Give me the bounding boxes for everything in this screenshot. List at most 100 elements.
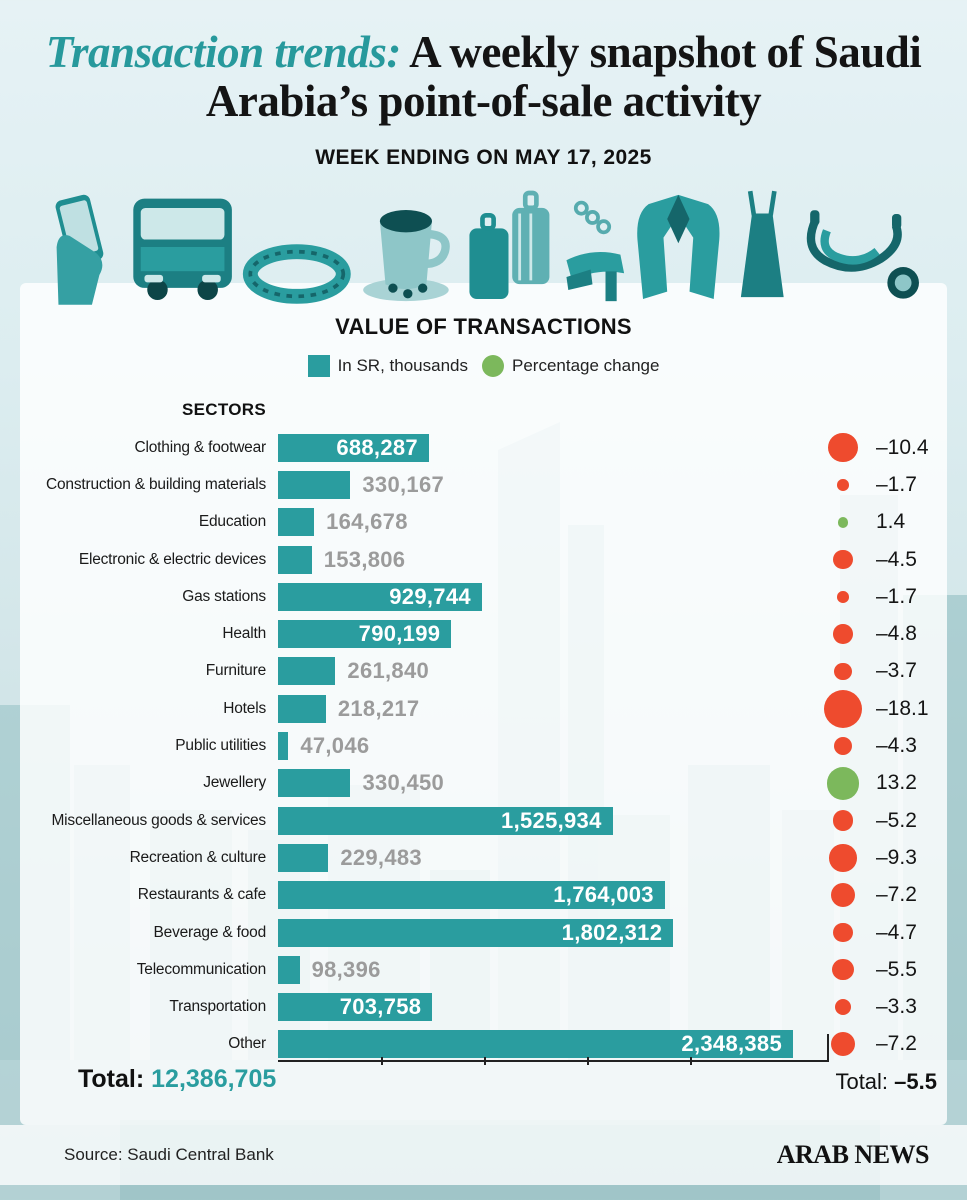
teal-square-icon (307, 355, 330, 377)
bar-track: 790,199 (278, 620, 947, 649)
pct-circle-box (820, 726, 866, 766)
value-label: 330,450 (362, 770, 445, 796)
pct-circle (837, 590, 849, 603)
chart-row: Public utilities 47,046 –4.3 (20, 727, 947, 764)
bar-track: 47,046 (278, 732, 947, 761)
bar-track: 229,483 (278, 843, 947, 872)
sector-label: Education (198, 513, 266, 531)
chart-row: Jewellery 330,450 13.2 (20, 765, 947, 802)
pct-circle (833, 624, 853, 644)
sector-label: Clothing & footwear (134, 438, 267, 456)
chart-panel: VALUE OF TRANSACTIONS In SR, thousands P… (20, 283, 947, 1125)
value-bar (278, 508, 315, 537)
bar-track: 1,802,312 (278, 918, 947, 947)
pct-circle (833, 922, 853, 943)
pct-circle (833, 549, 853, 570)
bar-track: 330,167 (278, 470, 947, 499)
pct-block: –5.5 (820, 950, 967, 990)
pct-circle (826, 766, 860, 800)
total-value-label: Total: (78, 1065, 145, 1093)
page-title-rest: A weekly snapshot of Saudi Arabia’s poin… (205, 27, 922, 126)
value-label: 164,678 (326, 509, 408, 535)
pct-label: –3.7 (876, 659, 917, 683)
pct-circle (837, 479, 849, 491)
chart-row: Restaurants & cafe 1,764,003 –7.2 (20, 877, 947, 914)
pct-circle (834, 998, 852, 1016)
arab-news-logo: ARAB NEWS (776, 1140, 930, 1169)
value-label: 688,287 (336, 434, 418, 460)
value-bar (278, 620, 452, 649)
pct-circle-box (820, 1024, 866, 1064)
pct-block: 13.2 (820, 763, 967, 803)
bar-track: 1,525,934 (278, 806, 947, 835)
value-label: 47,046 (300, 733, 370, 759)
sector-label: Furniture (205, 662, 266, 680)
value-bar (278, 881, 665, 910)
sector-label: Recreation & culture (129, 848, 267, 866)
chart-row: Construction & building materials 330,167… (20, 466, 947, 503)
pct-block: –4.5 (820, 540, 967, 580)
bar-track: 688,287 (278, 433, 947, 462)
bar-track: 153,806 (278, 545, 947, 574)
bar-track: 929,744 (278, 582, 947, 611)
chart-row: Gas stations 929,744 –1.7 (20, 578, 947, 615)
value-bar (278, 694, 326, 723)
chart-row: Clothing & footwear 688,287 –10.4 (20, 429, 947, 466)
axis-line (278, 1034, 829, 1065)
pct-circle (823, 689, 863, 728)
sector-label: Jewellery (203, 774, 266, 792)
bar-track: 261,840 (278, 657, 947, 686)
pct-circle-box (820, 689, 866, 729)
pct-circle (830, 883, 856, 908)
luggage-icon (469, 190, 550, 300)
pct-circle (832, 810, 854, 831)
pct-label: –18.1 (876, 696, 929, 720)
chart-row: Telecommunication 98,396 –5.5 (20, 951, 947, 988)
pct-circle-box (820, 651, 866, 691)
pct-label: –3.3 (876, 995, 917, 1019)
sector-label: Miscellaneous goods & services (51, 811, 266, 829)
pct-circle-box (820, 801, 866, 841)
chart-row: Transportation 703,758 –3.3 (20, 988, 947, 1025)
value-bar (278, 433, 429, 462)
legend-value-label: In SR, thousands (337, 356, 468, 375)
axis-tick (690, 1057, 692, 1065)
pct-block: 1.4 (820, 502, 967, 542)
pct-circle-box (820, 540, 866, 580)
chart-row: Beverage & food 1,802,312 –4.7 (20, 914, 947, 951)
sector-label: Beverage & food (153, 923, 267, 941)
pct-block: –4.7 (820, 913, 967, 953)
pct-circle-box (820, 763, 866, 803)
pct-block: –7.2 (820, 875, 967, 915)
pct-circle-box (820, 577, 866, 617)
chart-legend: In SR, thousands Percentage change (20, 355, 947, 377)
sectors-column-header: SECTORS (182, 400, 266, 419)
pct-circle-box (820, 913, 866, 953)
value-bar (278, 732, 289, 761)
bracelet-icon (242, 244, 351, 304)
sector-label: Construction & building materials (46, 475, 266, 493)
pct-label: –4.5 (876, 547, 917, 571)
value-bar (278, 918, 674, 947)
pct-circle (828, 433, 858, 463)
value-label: 1,764,003 (553, 882, 654, 908)
phone-icon (55, 194, 104, 305)
pct-block: –4.8 (820, 614, 967, 654)
pct-block: –9.3 (820, 838, 967, 878)
pct-label: –5.5 (876, 957, 917, 981)
pct-label: –4.7 (876, 920, 917, 944)
sector-label: Health (222, 625, 266, 643)
sector-icon-strip (38, 183, 929, 309)
pct-circle-box (820, 465, 866, 505)
value-bar (278, 993, 433, 1022)
bar-track: 98,396 (278, 955, 947, 984)
green-circle-icon (481, 355, 504, 377)
pct-label: –10.4 (876, 435, 929, 459)
sector-label: Telecommunication (136, 960, 266, 978)
pct-block: –10.4 (820, 428, 967, 468)
pct-circle (833, 736, 853, 756)
axis-tick (484, 1057, 486, 1065)
sector-label: Restaurants & cafe (137, 886, 266, 904)
axis-tick (381, 1057, 383, 1065)
bar-chart-rows: Clothing & footwear 688,287 –10.4 Construct… (20, 429, 947, 1063)
